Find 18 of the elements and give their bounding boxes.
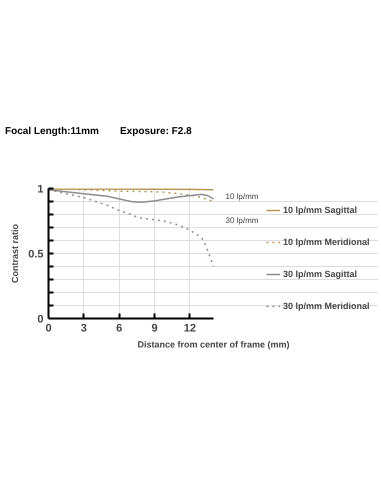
legend-label: 30 lp/mm Meridional [283,301,370,311]
legend-label: 10 lp/mm Meridional [283,237,370,247]
y-tick-label: 0 [37,314,44,326]
text: 30 lp/mm [226,216,259,225]
x-tick-label: 3 [80,322,87,334]
chart-title: Focal Length:11mm [5,125,99,139]
x-axis-title: Distance from center of frame (mm) [137,340,290,350]
y-axis-title: Contrast ratio [10,223,20,284]
y-tick-label: 1 [37,184,44,196]
x-tick-label: 9 [152,322,158,334]
legend-label: 30 lp/mm Sagittal [283,269,358,279]
text: 10 lp/mm [226,192,259,201]
x-tick-label: 6 [116,322,122,334]
legend-label: 10 lp/mm Sagittal [283,205,358,215]
x-tick-label: 0 [45,322,52,334]
chart-subtitle: Exposure: F2.8 [120,125,192,139]
y-tick-label: 0.5 [28,248,44,260]
x-tick-label: 12 [184,322,196,334]
